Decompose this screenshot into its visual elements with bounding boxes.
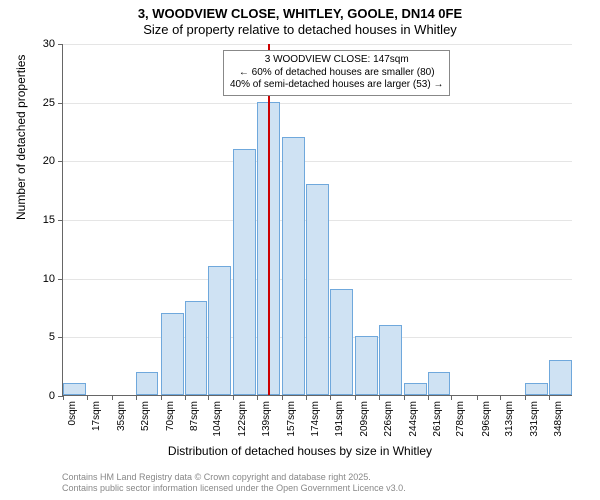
- histogram-plot-area: 0510152025300sqm17sqm35sqm52sqm70sqm87sq…: [62, 44, 572, 396]
- x-tick: [257, 395, 258, 400]
- footer-line2: Contains public sector information licen…: [62, 483, 406, 494]
- y-tick: [58, 220, 63, 221]
- x-tick-label: 226sqm: [383, 401, 394, 437]
- y-tick: [58, 161, 63, 162]
- x-tick-label: 52sqm: [140, 401, 151, 431]
- x-tick: [428, 395, 429, 400]
- histogram-bar: [355, 336, 378, 395]
- x-tick: [306, 395, 307, 400]
- footer-line1: Contains HM Land Registry data © Crown c…: [62, 472, 406, 483]
- grid-line: [63, 103, 572, 104]
- histogram-bar: [282, 137, 305, 395]
- y-tick: [58, 337, 63, 338]
- histogram-bar: [208, 266, 231, 395]
- x-tick-label: 122sqm: [237, 401, 248, 437]
- x-tick-label: 348sqm: [553, 401, 564, 437]
- histogram-bar: [63, 383, 86, 395]
- x-tick-label: 0sqm: [67, 401, 78, 425]
- x-tick-label: 87sqm: [189, 401, 200, 431]
- x-tick: [208, 395, 209, 400]
- x-tick: [136, 395, 137, 400]
- chart-title-line2: Size of property relative to detached ho…: [0, 22, 600, 38]
- x-tick: [379, 395, 380, 400]
- x-tick: [330, 395, 331, 400]
- x-tick: [282, 395, 283, 400]
- x-axis-title: Distribution of detached houses by size …: [0, 444, 600, 458]
- histogram-bar: [428, 372, 451, 395]
- x-tick-label: 313sqm: [504, 401, 515, 437]
- histogram-bar: [136, 372, 159, 395]
- x-tick: [87, 395, 88, 400]
- x-tick-label: 174sqm: [310, 401, 321, 437]
- y-tick-label: 20: [43, 155, 55, 167]
- attribution-footer: Contains HM Land Registry data © Crown c…: [62, 472, 406, 495]
- y-tick-label: 5: [49, 331, 55, 343]
- x-tick-label: 244sqm: [408, 401, 419, 437]
- x-tick: [355, 395, 356, 400]
- x-tick: [549, 395, 550, 400]
- x-tick: [451, 395, 452, 400]
- histogram-bar: [379, 325, 402, 395]
- histogram-bar: [330, 289, 353, 395]
- histogram-bar: [525, 383, 548, 395]
- x-tick-label: 35sqm: [116, 401, 127, 431]
- y-tick-label: 25: [43, 97, 55, 109]
- histogram-bar: [306, 184, 329, 395]
- x-tick: [525, 395, 526, 400]
- x-tick: [185, 395, 186, 400]
- annotation-line1: 3 WOODVIEW CLOSE: 147sqm: [230, 54, 443, 67]
- histogram-bar: [404, 383, 427, 395]
- y-tick-label: 10: [43, 273, 55, 285]
- chart-title-line1: 3, WOODVIEW CLOSE, WHITLEY, GOOLE, DN14 …: [0, 6, 600, 22]
- x-tick-label: 157sqm: [286, 401, 297, 437]
- reference-marker-line: [268, 44, 270, 395]
- annotation-line3: 40% of semi-detached houses are larger (…: [230, 79, 443, 92]
- x-tick-label: 331sqm: [529, 401, 540, 437]
- y-tick: [58, 279, 63, 280]
- y-tick: [58, 44, 63, 45]
- histogram-bar: [185, 301, 208, 395]
- x-tick-label: 261sqm: [432, 401, 443, 437]
- grid-line: [63, 44, 572, 45]
- x-tick-label: 70sqm: [165, 401, 176, 431]
- x-tick: [500, 395, 501, 400]
- y-tick-label: 30: [43, 38, 55, 50]
- x-tick: [404, 395, 405, 400]
- x-tick-label: 139sqm: [261, 401, 272, 437]
- x-tick: [477, 395, 478, 400]
- x-tick: [161, 395, 162, 400]
- x-tick: [112, 395, 113, 400]
- x-tick-label: 209sqm: [359, 401, 370, 437]
- x-tick-label: 296sqm: [481, 401, 492, 437]
- x-tick: [233, 395, 234, 400]
- x-tick-label: 17sqm: [91, 401, 102, 431]
- histogram-bar: [161, 313, 184, 395]
- x-tick-label: 191sqm: [334, 401, 345, 437]
- chart-title-block: 3, WOODVIEW CLOSE, WHITLEY, GOOLE, DN14 …: [0, 0, 600, 39]
- y-tick-label: 0: [49, 390, 55, 402]
- histogram-bar: [233, 149, 256, 395]
- y-tick: [58, 103, 63, 104]
- grid-line: [63, 161, 572, 162]
- y-axis-title: Number of detached properties: [14, 55, 28, 220]
- annotation-box: 3 WOODVIEW CLOSE: 147sqm← 60% of detache…: [223, 50, 450, 96]
- x-tick-label: 278sqm: [455, 401, 466, 437]
- x-tick: [63, 395, 64, 400]
- annotation-line2: ← 60% of detached houses are smaller (80…: [230, 67, 443, 80]
- x-tick-label: 104sqm: [212, 401, 223, 437]
- y-tick-label: 15: [43, 214, 55, 226]
- histogram-bar: [549, 360, 572, 395]
